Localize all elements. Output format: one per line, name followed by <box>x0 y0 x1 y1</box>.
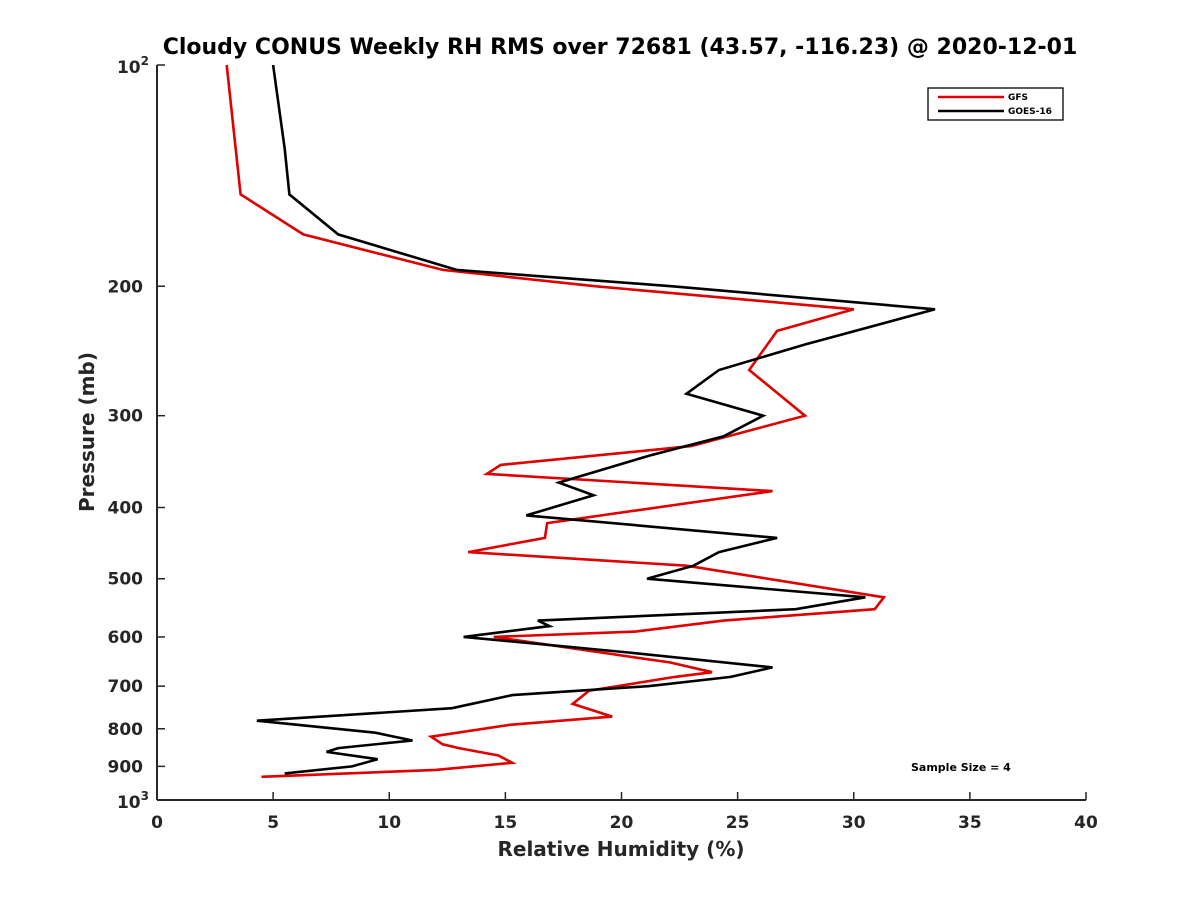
y-tick-label: 800 <box>108 720 144 740</box>
x-ticks: 0 5 10 15 20 25 30 35 40 <box>151 792 1098 833</box>
y-axis-label: Pressure (mb) <box>75 352 99 512</box>
y-tick-label: 700 <box>108 677 144 697</box>
x-tick-label: 10 <box>377 813 401 833</box>
legend-label-goes16: GOES-16 <box>1008 107 1052 117</box>
y-tick-label: 900 <box>108 757 144 777</box>
x-tick-label: 30 <box>842 813 866 833</box>
y-tick-label: 600 <box>108 628 144 648</box>
y-tick-label: 300 <box>108 407 144 427</box>
series-layer <box>225 64 936 779</box>
x-tick-label: 20 <box>610 813 634 833</box>
plot-area <box>157 65 1086 800</box>
x-tick-label: 15 <box>494 813 518 833</box>
x-tick-label: 0 <box>151 813 163 833</box>
x-tick-label: 35 <box>958 813 982 833</box>
y-tick-label: 500 <box>108 570 144 590</box>
x-axis-label: Relative Humidity (%) <box>497 837 744 861</box>
x-tick-label: 5 <box>267 813 279 833</box>
y-ticks: 102 200 300 400 500 600 700 800 900 103 <box>108 54 165 813</box>
x-tick-label: 25 <box>726 813 750 833</box>
x-tick-label: 40 <box>1074 813 1098 833</box>
legend-label-gfs: GFS <box>1008 93 1028 103</box>
y-tick-label: 103 <box>117 789 149 813</box>
y-tick-label: 400 <box>108 499 144 519</box>
legend-box <box>927 87 1064 121</box>
y-tick-label: 200 <box>108 277 144 297</box>
series-line-gfs <box>225 64 887 779</box>
legend: GFS GOES-16 <box>927 87 1064 121</box>
sample-size-annotation: Sample Size = 4 <box>911 761 1011 774</box>
chart-title: Cloudy CONUS Weekly RH RMS over 72681 (4… <box>163 35 1078 60</box>
y-tick-label: 102 <box>117 54 149 78</box>
series-line-goes16 <box>256 64 936 775</box>
